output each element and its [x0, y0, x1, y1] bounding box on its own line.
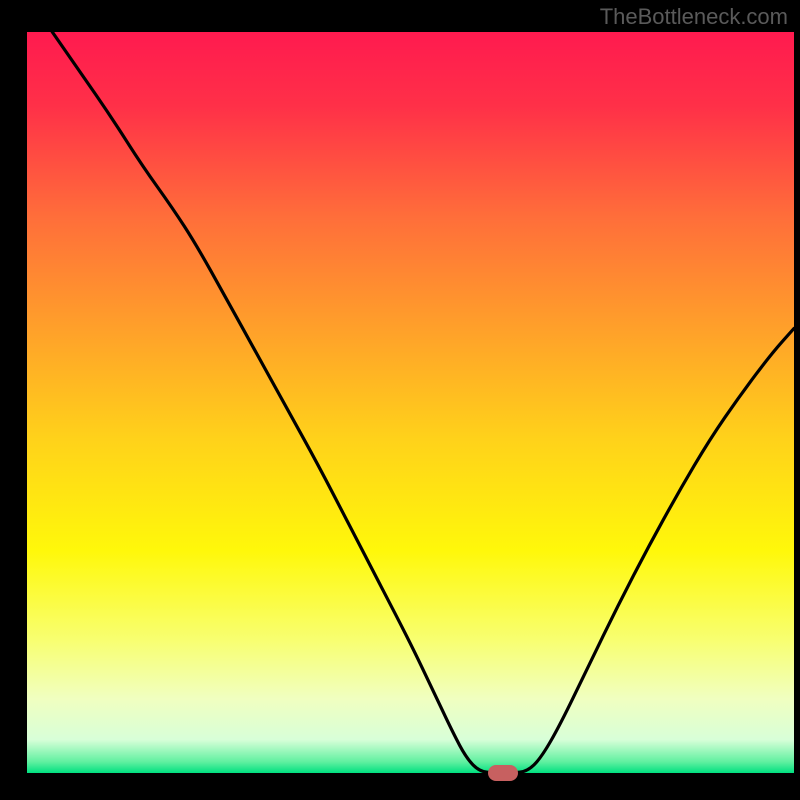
chart-container: TheBottleneck.com: [0, 0, 800, 800]
bottleneck-curve: [27, 32, 794, 773]
curve-path: [52, 32, 794, 773]
optimal-marker: [488, 765, 518, 781]
plot-area: [27, 32, 794, 773]
watermark-text: TheBottleneck.com: [600, 4, 788, 30]
